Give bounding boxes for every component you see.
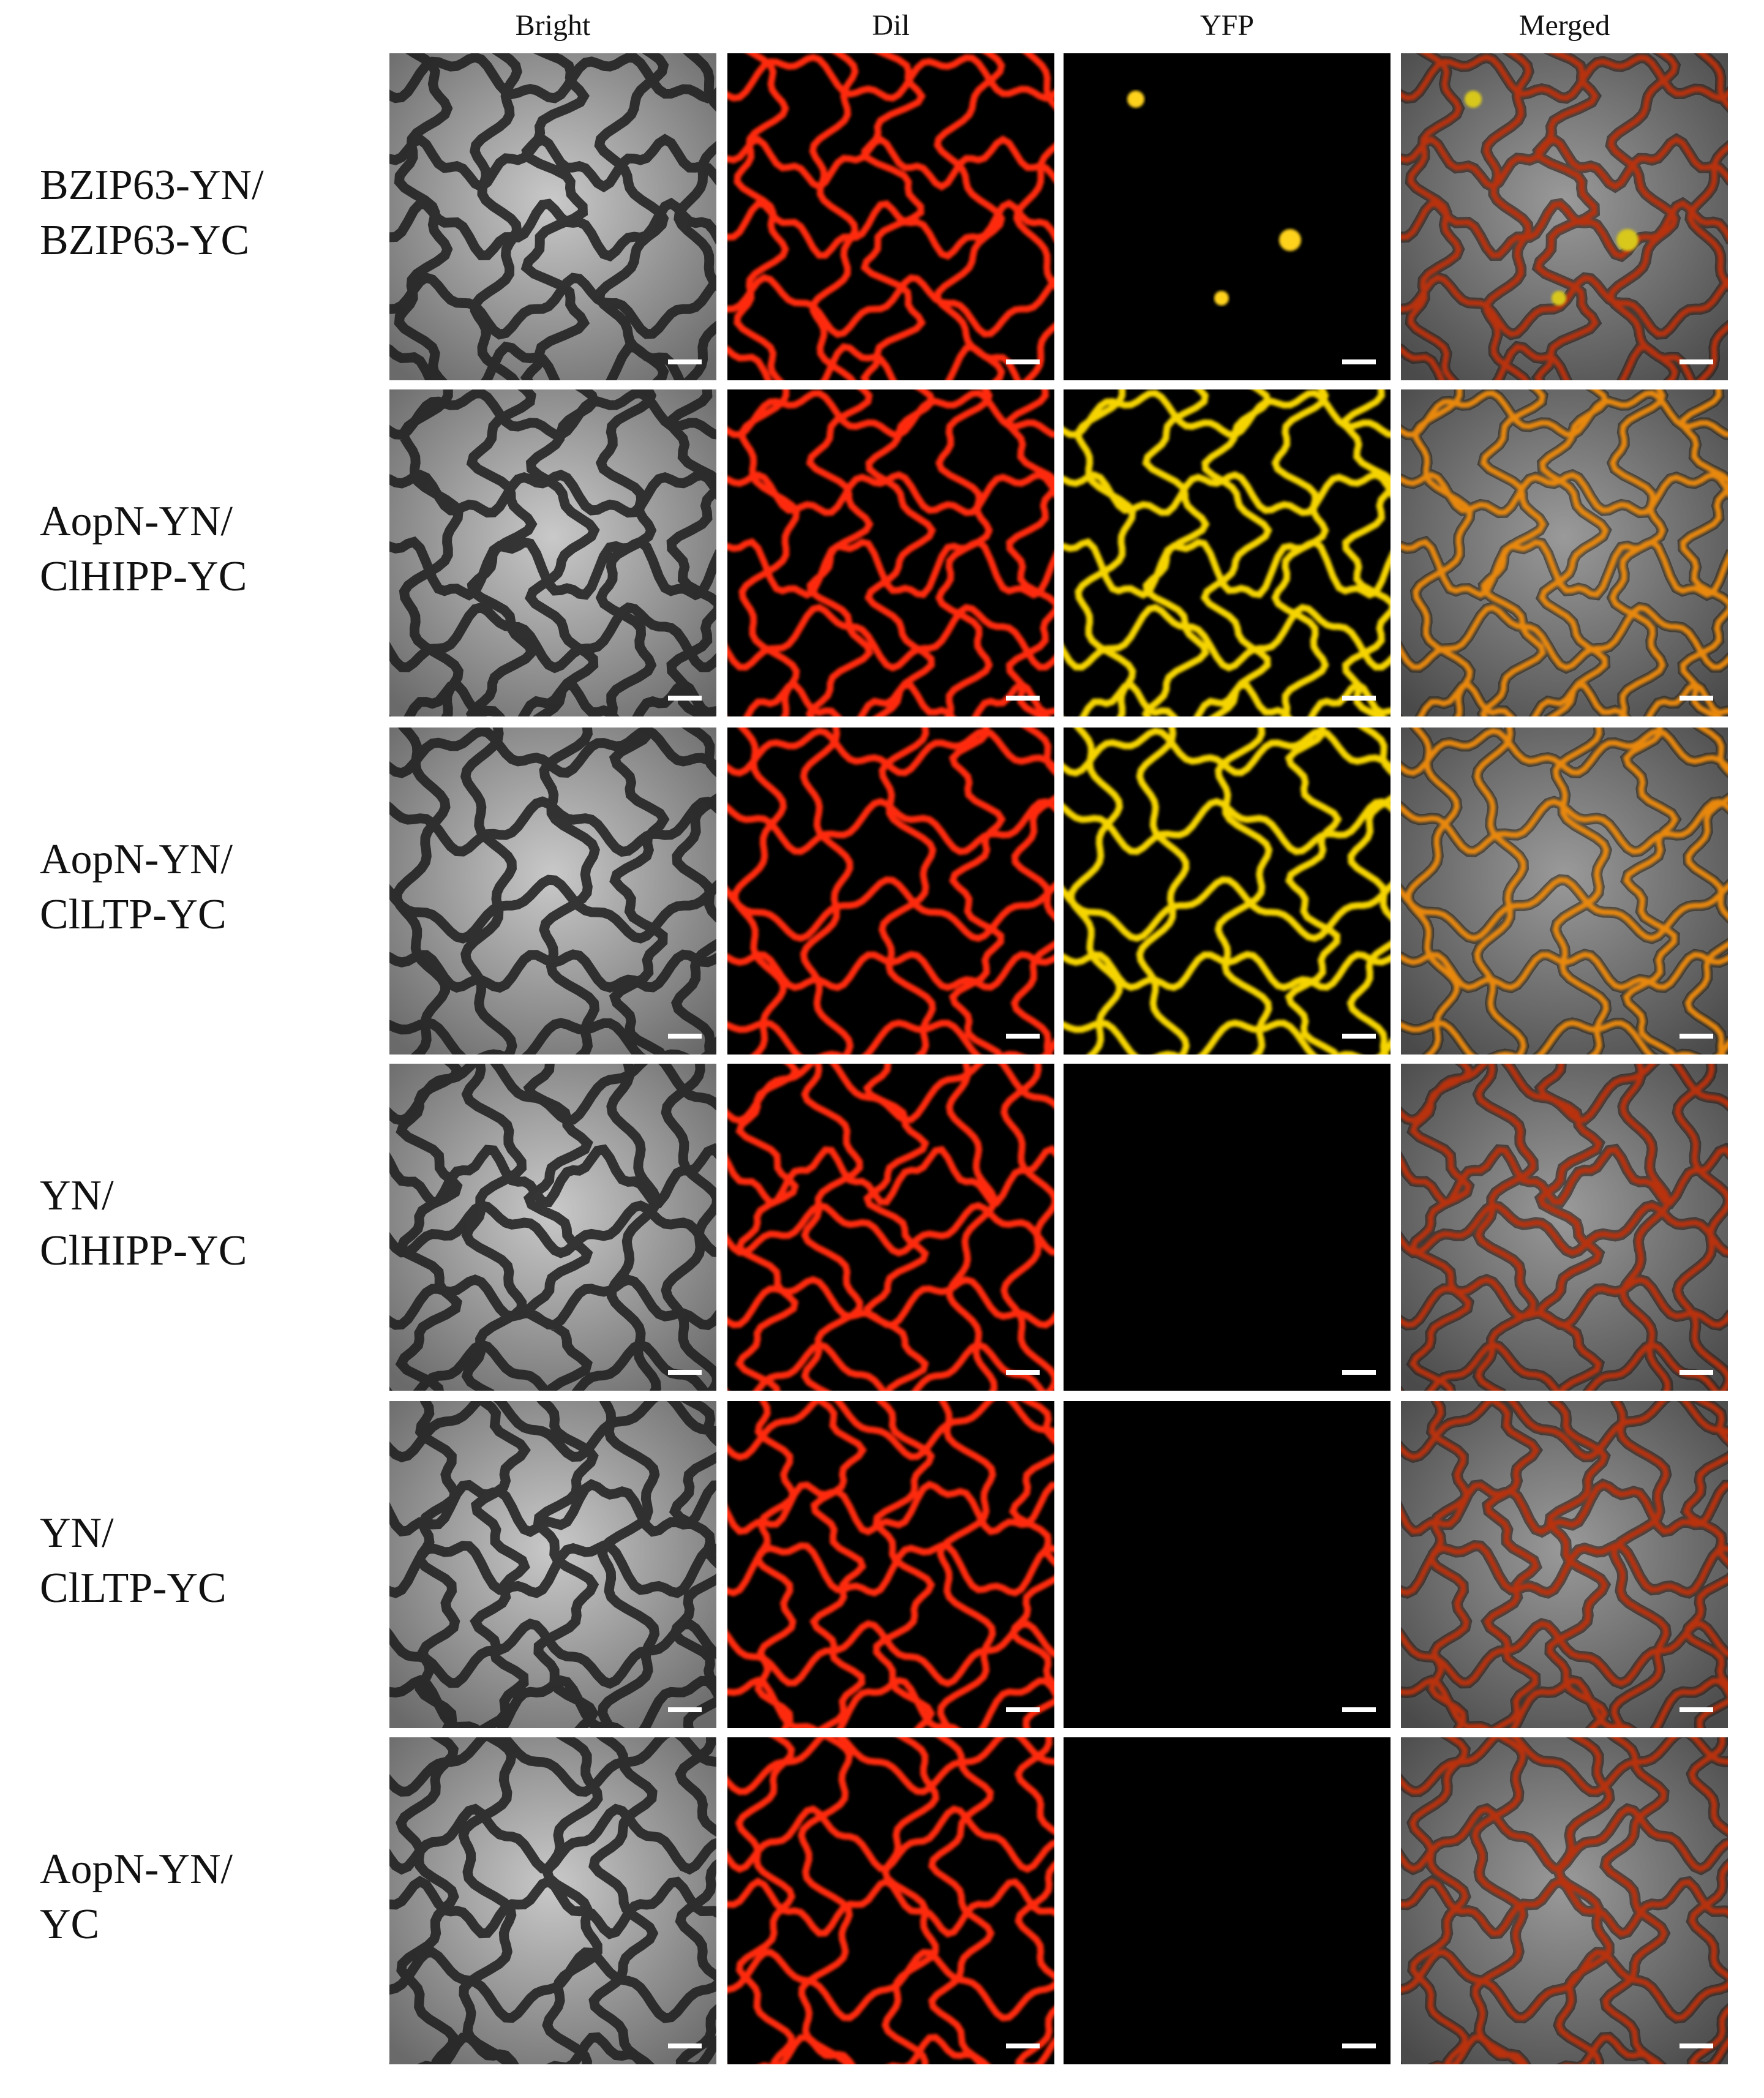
micrograph-panel (727, 1401, 1054, 1728)
cell-walls (389, 1401, 716, 1728)
panel-background (1064, 728, 1391, 1055)
row-label: AopN-YN/ (40, 498, 233, 545)
micrograph-panel (727, 389, 1054, 716)
panel-background (727, 728, 1054, 1055)
micrograph-panel (1064, 389, 1391, 716)
cell-walls (389, 53, 716, 380)
scale-bar (668, 2043, 702, 2048)
cell-walls (1401, 1737, 1728, 2064)
scale-bar (1680, 1034, 1713, 1039)
scale-bar (1342, 2043, 1376, 2048)
row-label: BZIP63-YC (40, 217, 249, 264)
micrograph-panel (1401, 1401, 1728, 1728)
column-header: YFP (1200, 9, 1254, 42)
cell-walls (1401, 389, 1728, 716)
cell-walls (389, 389, 716, 716)
row-label: AopN-YN/ (40, 836, 233, 883)
micrograph-panel (1401, 389, 1728, 716)
scale-bar (668, 1707, 702, 1712)
row-label: AopN-YN/ (40, 1846, 233, 1893)
micrograph-panel (389, 1401, 716, 1728)
cell-walls (389, 1064, 716, 1391)
micrograph-panel (1401, 1737, 1728, 2064)
panel-background (1064, 1064, 1391, 1391)
scale-bar (1006, 2043, 1040, 2048)
scale-bar (1006, 1370, 1040, 1375)
row-label: ClLTP-YC (40, 891, 227, 938)
cell-walls (1401, 1064, 1728, 1391)
micrograph-panel (1064, 53, 1391, 380)
scale-bar (1342, 1707, 1376, 1712)
row-label: ClLTP-YC (40, 1565, 227, 1612)
column-header: Dil (872, 9, 909, 42)
scale-bar (1342, 1034, 1376, 1039)
cell-walls (389, 1737, 716, 2064)
scale-bar (1680, 696, 1713, 701)
row-label: YN/ (40, 1510, 114, 1557)
scale-bar (1006, 1034, 1040, 1039)
cell-walls (1064, 389, 1391, 716)
micrograph-panel (389, 389, 716, 716)
column-header: Merged (1519, 9, 1610, 42)
nucleus (1616, 229, 1638, 251)
cell-walls (727, 1401, 1054, 1728)
scale-bar (1680, 1370, 1713, 1375)
scale-bar (1342, 1370, 1376, 1375)
row-label: YC (40, 1901, 99, 1948)
cell-walls (727, 1064, 1054, 1391)
cell-walls (389, 728, 716, 1055)
cell-walls (727, 728, 1054, 1055)
column-header: Bright (516, 9, 591, 42)
nucleus (1214, 291, 1229, 306)
cell-walls (1401, 1401, 1728, 1728)
nucleus (1552, 291, 1566, 306)
panel-background (727, 1064, 1054, 1391)
nucleus (1465, 91, 1482, 108)
micrograph-panel (1064, 728, 1391, 1055)
micrograph-panel (389, 728, 716, 1055)
micrograph-panel (1401, 53, 1728, 380)
row-label: ClHIPP-YC (40, 1227, 247, 1274)
cell-walls (1401, 728, 1728, 1055)
micrograph-panel (727, 728, 1054, 1055)
scale-bar (668, 696, 702, 701)
scale-bar (668, 1034, 702, 1039)
cell-walls (727, 389, 1054, 716)
micrograph-panel (389, 1064, 716, 1391)
micrograph-panel (727, 53, 1054, 380)
scale-bar (1680, 2043, 1713, 2048)
cell-walls (727, 53, 1054, 380)
cell-walls (1064, 728, 1391, 1055)
scale-bar (1342, 359, 1376, 364)
panel-background (1064, 53, 1391, 380)
scale-bar (668, 1370, 702, 1375)
scale-bar (1680, 1707, 1713, 1712)
row-label: BZIP63-YN/ (40, 162, 264, 209)
micrograph-panel (1401, 728, 1728, 1055)
micrograph-panel (1064, 1064, 1391, 1391)
micrograph-panel (1401, 1064, 1728, 1391)
scale-bar (668, 359, 702, 364)
panel-background (1064, 1737, 1391, 2064)
panel-background (1064, 1401, 1391, 1728)
scale-bar (1342, 696, 1376, 701)
nucleus (1279, 229, 1301, 251)
scale-bar (1006, 696, 1040, 701)
micrograph-panel (1064, 1737, 1391, 2064)
scale-bar (1006, 359, 1040, 364)
row-label: ClHIPP-YC (40, 553, 247, 600)
micrograph-panel (389, 1737, 716, 2064)
micrograph-panel (1064, 1401, 1391, 1728)
nucleus (1127, 91, 1144, 108)
micrograph-panel (727, 1064, 1054, 1391)
micrograph-panel (389, 53, 716, 380)
cell-walls (727, 1737, 1054, 2064)
row-label: YN/ (40, 1172, 114, 1219)
micrograph-panel (727, 1737, 1054, 2064)
scale-bar (1680, 359, 1713, 364)
scale-bar (1006, 1707, 1040, 1712)
